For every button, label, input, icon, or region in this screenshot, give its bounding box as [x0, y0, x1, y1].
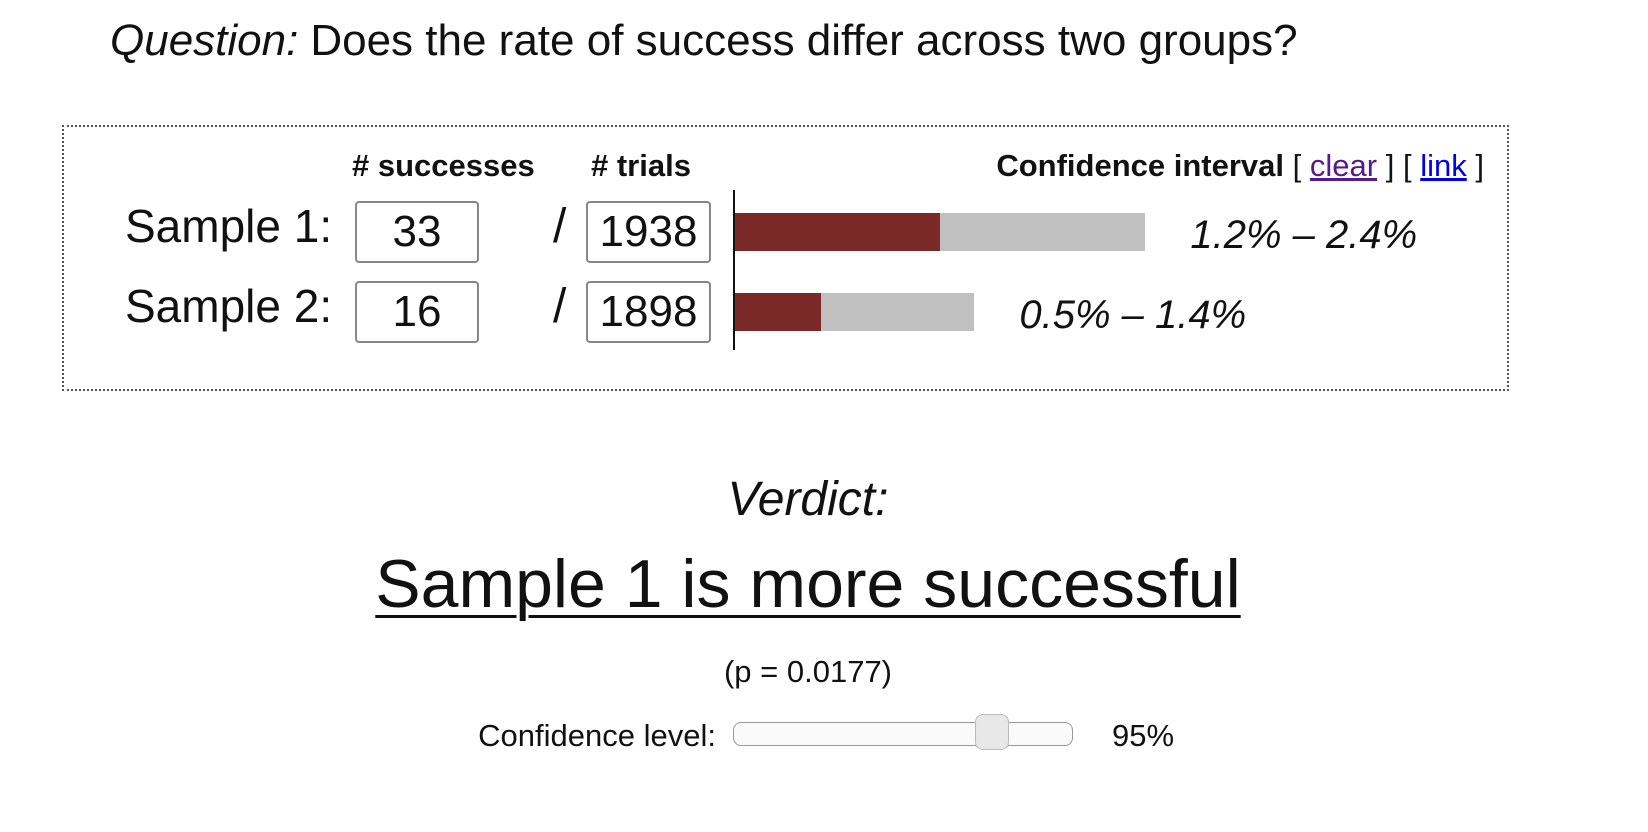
- interval-bar-low: [735, 213, 941, 251]
- input-panel: [62, 125, 1509, 391]
- separator: /: [553, 280, 567, 333]
- sample-label: Sample 2:: [125, 280, 333, 332]
- successes-input[interactable]: 16: [355, 281, 479, 343]
- permalink[interactable]: link: [1420, 148, 1467, 183]
- trials-header: # trials: [591, 148, 691, 183]
- sample-label: Sample 1:: [125, 200, 333, 252]
- verdict-text: Sample 1 is more successful: [375, 546, 1241, 622]
- successes-input[interactable]: 33: [355, 201, 479, 263]
- question-text: Does the rate of success differ across t…: [310, 16, 1298, 65]
- verdict-label: Verdict:: [727, 473, 889, 526]
- bracket: [: [1292, 148, 1302, 183]
- bracket: ]: [1475, 148, 1484, 183]
- interval-bar-low: [735, 293, 821, 331]
- bracket: ]: [1385, 148, 1395, 183]
- interval-axis: [733, 190, 735, 350]
- confidence-slider[interactable]: [733, 722, 1073, 746]
- trials-input[interactable]: 1938: [586, 201, 711, 263]
- trials-input[interactable]: 1898: [586, 281, 711, 343]
- confidence-label: Confidence level:: [478, 718, 716, 753]
- separator: /: [553, 200, 567, 253]
- question-label: Question:: [110, 16, 299, 65]
- p-value: (p = 0.0177): [723, 654, 893, 689]
- bracket: [: [1402, 148, 1412, 183]
- confidence-value: 95%: [1112, 718, 1175, 753]
- slider-thumb[interactable]: [974, 714, 1009, 750]
- question: Question: Does the rate of success differ…: [110, 16, 1298, 66]
- interval-label: 0.5% – 1.4%: [1019, 293, 1247, 337]
- clear-link[interactable]: clear: [1309, 148, 1378, 183]
- successes-header: # successes: [352, 148, 535, 183]
- interval-header-row: Confidence interval [ clear ] [ link ]: [996, 148, 1484, 184]
- interval-header: Confidence interval: [996, 148, 1285, 183]
- interval-label: 1.2% – 2.4%: [1190, 213, 1418, 257]
